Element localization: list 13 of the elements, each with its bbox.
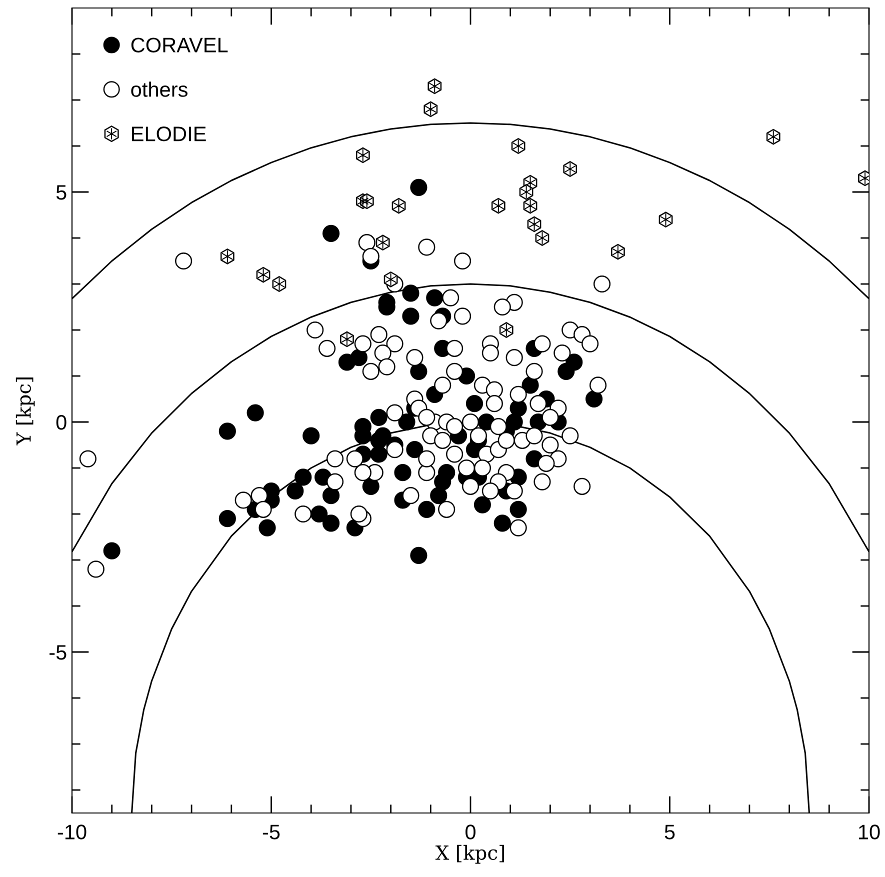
legend-label: ELODIE — [132, 126, 206, 142]
y-tick-label: 5 — [56, 185, 66, 200]
x-tick-label: 10 — [859, 824, 880, 840]
y-tick-label: 0 — [56, 415, 66, 430]
y-axis-title: Y [kpc] — [16, 378, 35, 446]
legend-label: CORAVEL — [131, 38, 228, 52]
x-tick-label: -5 — [262, 824, 280, 840]
x-axis-title: X [kpc] — [435, 844, 504, 864]
x-tick-label: 0 — [466, 824, 476, 840]
y-tick-label: -5 — [50, 645, 66, 660]
x-tick-label: 5 — [664, 824, 675, 840]
legend-label: others — [131, 82, 188, 97]
x-tick-label: -10 — [58, 824, 86, 840]
